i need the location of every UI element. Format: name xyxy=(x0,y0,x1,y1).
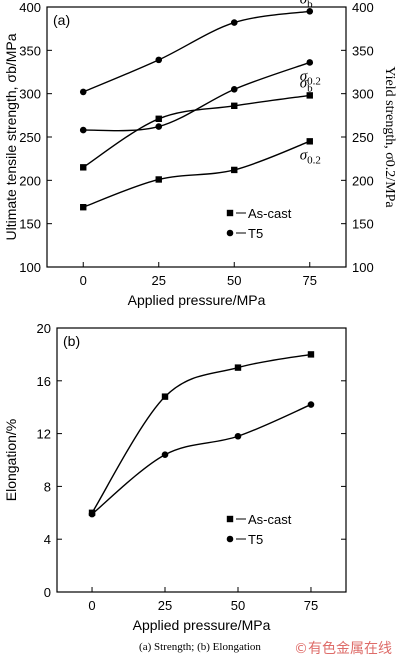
y2-tick-label: 200 xyxy=(352,173,374,188)
data-point xyxy=(306,59,314,66)
panel-label: (a) xyxy=(53,12,70,28)
y-tick-label: 350 xyxy=(19,43,41,58)
y-tick-label: 16 xyxy=(37,374,51,389)
y2-tick-label: 150 xyxy=(352,217,374,232)
y2-tick-label: 250 xyxy=(352,130,374,145)
y-tick-label: 400 xyxy=(19,0,41,15)
series-line xyxy=(83,140,311,208)
data-point xyxy=(307,401,315,408)
chart-panel-a: 0 25 50 75 100 150 200 250 300 350 400 100 150 200 250… xyxy=(3,0,397,308)
plot-frame xyxy=(56,327,347,593)
chart-panel-b: 0 25 50 75 0 4 8 12 16 20 (b) Applied pressure/MPa E… xyxy=(3,321,347,633)
series-label: σ0.2 xyxy=(300,68,321,87)
legend-marker xyxy=(226,535,234,543)
y2-axis-title: Yield strength, σ0.2/MPa xyxy=(382,66,397,208)
x-tick-label: 0 xyxy=(80,273,87,288)
data-point xyxy=(231,166,238,174)
x-tick-label: 0 xyxy=(88,598,95,613)
y-axis-title: Ultimate tensile strength, σb/MPa xyxy=(3,33,19,240)
series-line xyxy=(91,403,312,515)
y2-tick-label: 400 xyxy=(352,0,374,15)
legend-label: As-cast xyxy=(248,206,292,221)
legend-label: T5 xyxy=(248,532,263,547)
x-tick-label: 50 xyxy=(231,598,245,613)
legend-marker xyxy=(226,209,234,217)
data-point xyxy=(155,123,163,130)
y-tick-label: 12 xyxy=(37,427,51,442)
data-point xyxy=(79,126,87,134)
y-tick-label: 150 xyxy=(19,217,41,232)
y-tick-label: 8 xyxy=(44,479,51,494)
x-axis-title: Applied pressure/MPa xyxy=(133,617,271,633)
data-point xyxy=(161,393,169,400)
data-point xyxy=(155,115,162,122)
series-line xyxy=(82,94,310,168)
y2-tick-label: 350 xyxy=(352,43,374,58)
x-tick-label: 25 xyxy=(152,273,166,288)
watermark: ©有色金属在线 xyxy=(294,641,392,657)
legend-marker xyxy=(226,229,234,237)
data-point xyxy=(88,510,96,518)
x-axis-title: Applied pressure/MPa xyxy=(128,292,266,308)
y-tick-label: 250 xyxy=(19,130,41,145)
data-point xyxy=(306,92,313,99)
series-line xyxy=(83,61,310,132)
y-tick-label: 300 xyxy=(19,87,41,102)
panel-label: (b) xyxy=(63,333,80,349)
data-point xyxy=(230,19,238,26)
figure-caption: (a) Strength; (b) Elongation xyxy=(139,641,261,653)
data-point xyxy=(307,351,315,358)
y-tick-label: 4 xyxy=(44,532,51,547)
data-point xyxy=(155,56,163,64)
y2-tick-label: 300 xyxy=(352,87,374,102)
y2-tick-label: 100 xyxy=(352,260,374,275)
data-point xyxy=(80,204,87,211)
data-point xyxy=(230,86,238,93)
data-point xyxy=(306,8,314,15)
x-tick-label: 75 xyxy=(304,598,318,613)
y-tick-label: 0 xyxy=(44,585,51,600)
data-point xyxy=(80,164,87,171)
x-tick-label: 50 xyxy=(227,273,241,288)
data-point xyxy=(234,364,242,371)
legend-marker xyxy=(226,515,234,523)
data-point xyxy=(161,451,169,459)
y-tick-label: 200 xyxy=(19,173,41,188)
y-tick-label: 100 xyxy=(19,260,41,275)
series-line xyxy=(82,10,310,93)
series-line xyxy=(91,353,312,514)
x-tick-label: 75 xyxy=(303,273,317,288)
series-label: σb xyxy=(300,75,313,94)
y-tick-label: 20 xyxy=(37,321,51,336)
y-axis-title: Elongation/% xyxy=(3,419,19,502)
plot-frame xyxy=(46,6,347,268)
legend-label: As-cast xyxy=(248,512,292,527)
data-point xyxy=(79,88,87,96)
data-point xyxy=(231,102,238,109)
data-point xyxy=(306,138,313,145)
x-tick-label: 25 xyxy=(158,598,172,613)
series-label: σ0.2 xyxy=(300,147,321,166)
data-point xyxy=(234,432,242,440)
series-label: σb xyxy=(300,0,313,10)
legend-label: T5 xyxy=(248,226,263,241)
data-point xyxy=(155,176,162,183)
